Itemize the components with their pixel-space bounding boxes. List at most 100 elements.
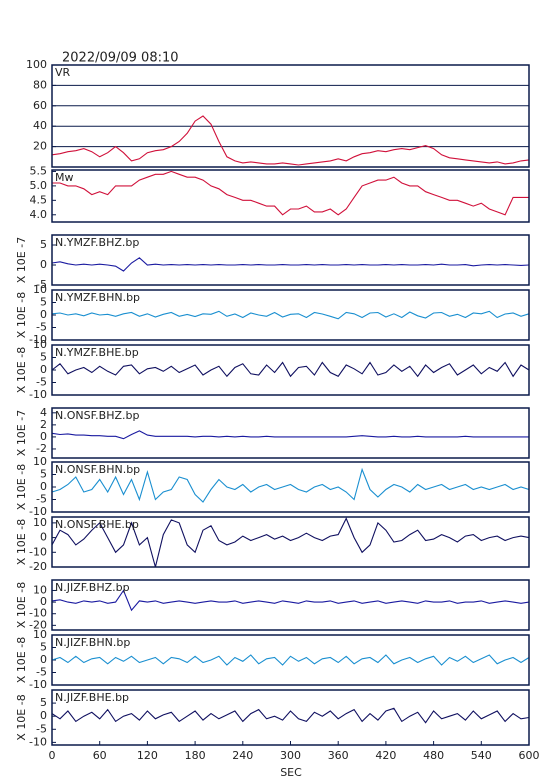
x-tick-label: 480	[423, 749, 444, 762]
panel-label: VR	[55, 66, 71, 79]
y-tick-label: 5.0	[30, 179, 48, 192]
y-tick-label: 5	[40, 641, 47, 654]
y-tick-label: 5	[40, 351, 47, 364]
panel-frame	[51, 579, 530, 631]
x-tick-label: 540	[471, 749, 492, 762]
y-tick-label: -10	[29, 607, 47, 620]
panel-frame	[51, 169, 530, 223]
panel-label: N.JIZF.BHZ.bp	[55, 581, 130, 594]
y-tick-label: 5	[40, 468, 47, 481]
y-tick-label: -2	[36, 442, 47, 455]
y-tick-label: 4.0	[30, 208, 48, 221]
y-tick-label: 0	[40, 258, 47, 271]
data-line	[51, 430, 529, 440]
panel-frame	[51, 64, 530, 168]
data-line	[52, 170, 529, 216]
x-tick-label: 0	[49, 749, 56, 762]
y-unit-label: X 10E -8	[15, 519, 28, 565]
y-tick-label: -10	[29, 678, 47, 691]
data-line	[51, 310, 530, 320]
x-axis-label: SEC	[280, 766, 302, 779]
panel-label: N.JIZF.BHE.bp	[55, 691, 129, 704]
panel-label: N.JIZF.BHN.bp	[55, 636, 130, 649]
y-tick-label: 0	[40, 709, 47, 722]
y-tick-label: -10	[29, 735, 47, 748]
y-tick-label: -5	[36, 722, 47, 735]
x-tick-label: 180	[185, 749, 206, 762]
y-tick-label: 60	[33, 99, 47, 112]
y-unit-label: X 10E -7	[15, 410, 28, 456]
y-tick-label: 80	[33, 78, 47, 91]
y-tick-label: -10	[29, 333, 47, 346]
y-tick-label: -10	[29, 388, 47, 401]
panel-label: Mw	[55, 171, 74, 184]
x-tick-label: 600	[519, 749, 540, 762]
y-tick-label: 10	[33, 583, 47, 596]
y-tick-label: 0	[40, 653, 47, 666]
y-tick-label: 0	[40, 430, 47, 443]
y-tick-label: -5	[36, 278, 47, 291]
panel-frame	[51, 516, 530, 568]
panel-frame	[51, 461, 530, 513]
y-tick-label: 2	[40, 418, 47, 431]
x-tick-label: 420	[375, 749, 396, 762]
panel-label: N.YMZF.BHE.bp	[55, 346, 139, 359]
chart-title: 2022/09/09 08:10	[62, 51, 179, 66]
y-tick-label: 10	[33, 283, 47, 296]
y-unit-label: X 10E -8	[15, 292, 28, 338]
data-line	[51, 707, 530, 724]
y-tick-label: 0	[40, 595, 47, 608]
x-tick-label: 300	[280, 749, 301, 762]
panel-frame	[51, 234, 530, 286]
y-tick-label: -5	[36, 493, 47, 506]
y-unit-label: X 10E -8	[15, 694, 28, 740]
y-tick-label: 20	[33, 140, 47, 153]
x-tick-label: 240	[232, 749, 253, 762]
y-tick-label: 10	[33, 516, 47, 529]
x-tick-label: 60	[93, 749, 107, 762]
data-line	[51, 589, 530, 612]
y-tick-label: -5	[36, 666, 47, 679]
data-line	[51, 115, 530, 166]
panel-label: N.YMZF.BHZ.bp	[55, 236, 139, 249]
x-tick-label: 360	[328, 749, 349, 762]
y-unit-label: X 10E -7	[15, 237, 28, 283]
y-tick-label: -10	[29, 505, 47, 518]
y-tick-label: 10	[33, 455, 47, 468]
y-tick-label: 10	[33, 628, 47, 641]
panel-frame	[51, 407, 530, 459]
y-tick-label: 5.5	[30, 164, 48, 177]
panel-frame	[51, 634, 530, 686]
y-unit-label: X 10E -8	[15, 347, 28, 393]
panel-label: N.ONSF.BHN.bp	[55, 463, 140, 476]
y-unit-label: X 10E -8	[15, 582, 28, 628]
y-tick-label: 10	[33, 338, 47, 351]
panel-frame	[51, 289, 530, 341]
panel-label: N.YMZF.BHN.bp	[55, 291, 140, 304]
data-line	[51, 467, 530, 503]
y-tick-label: 40	[33, 119, 47, 132]
y-tick-label: -5	[36, 321, 47, 334]
y-tick-label: -5	[36, 376, 47, 389]
panel-label: N.ONSF.BHE.bp	[55, 518, 139, 531]
y-tick-label: 5	[40, 296, 47, 309]
y-tick-label: 0	[40, 480, 47, 493]
y-tick-label: 0	[40, 308, 47, 321]
y-tick-label: 4	[40, 406, 47, 419]
data-line	[51, 361, 530, 378]
y-tick-label: -20	[29, 618, 47, 631]
y-tick-label: 4.5	[30, 193, 48, 206]
y-unit-label: X 10E -8	[15, 464, 28, 510]
panel-frame	[51, 344, 530, 396]
y-tick-label: 0	[40, 363, 47, 376]
y-unit-label: X 10E -8	[15, 637, 28, 683]
y-tick-label: 5	[40, 238, 47, 251]
data-line	[51, 517, 530, 568]
y-tick-label: -10	[29, 545, 47, 558]
y-tick-label: 0	[40, 531, 47, 544]
data-line	[51, 257, 530, 272]
x-tick-label: 120	[137, 749, 158, 762]
y-tick-label: -20	[29, 560, 47, 573]
y-tick-label: 100	[26, 58, 47, 71]
